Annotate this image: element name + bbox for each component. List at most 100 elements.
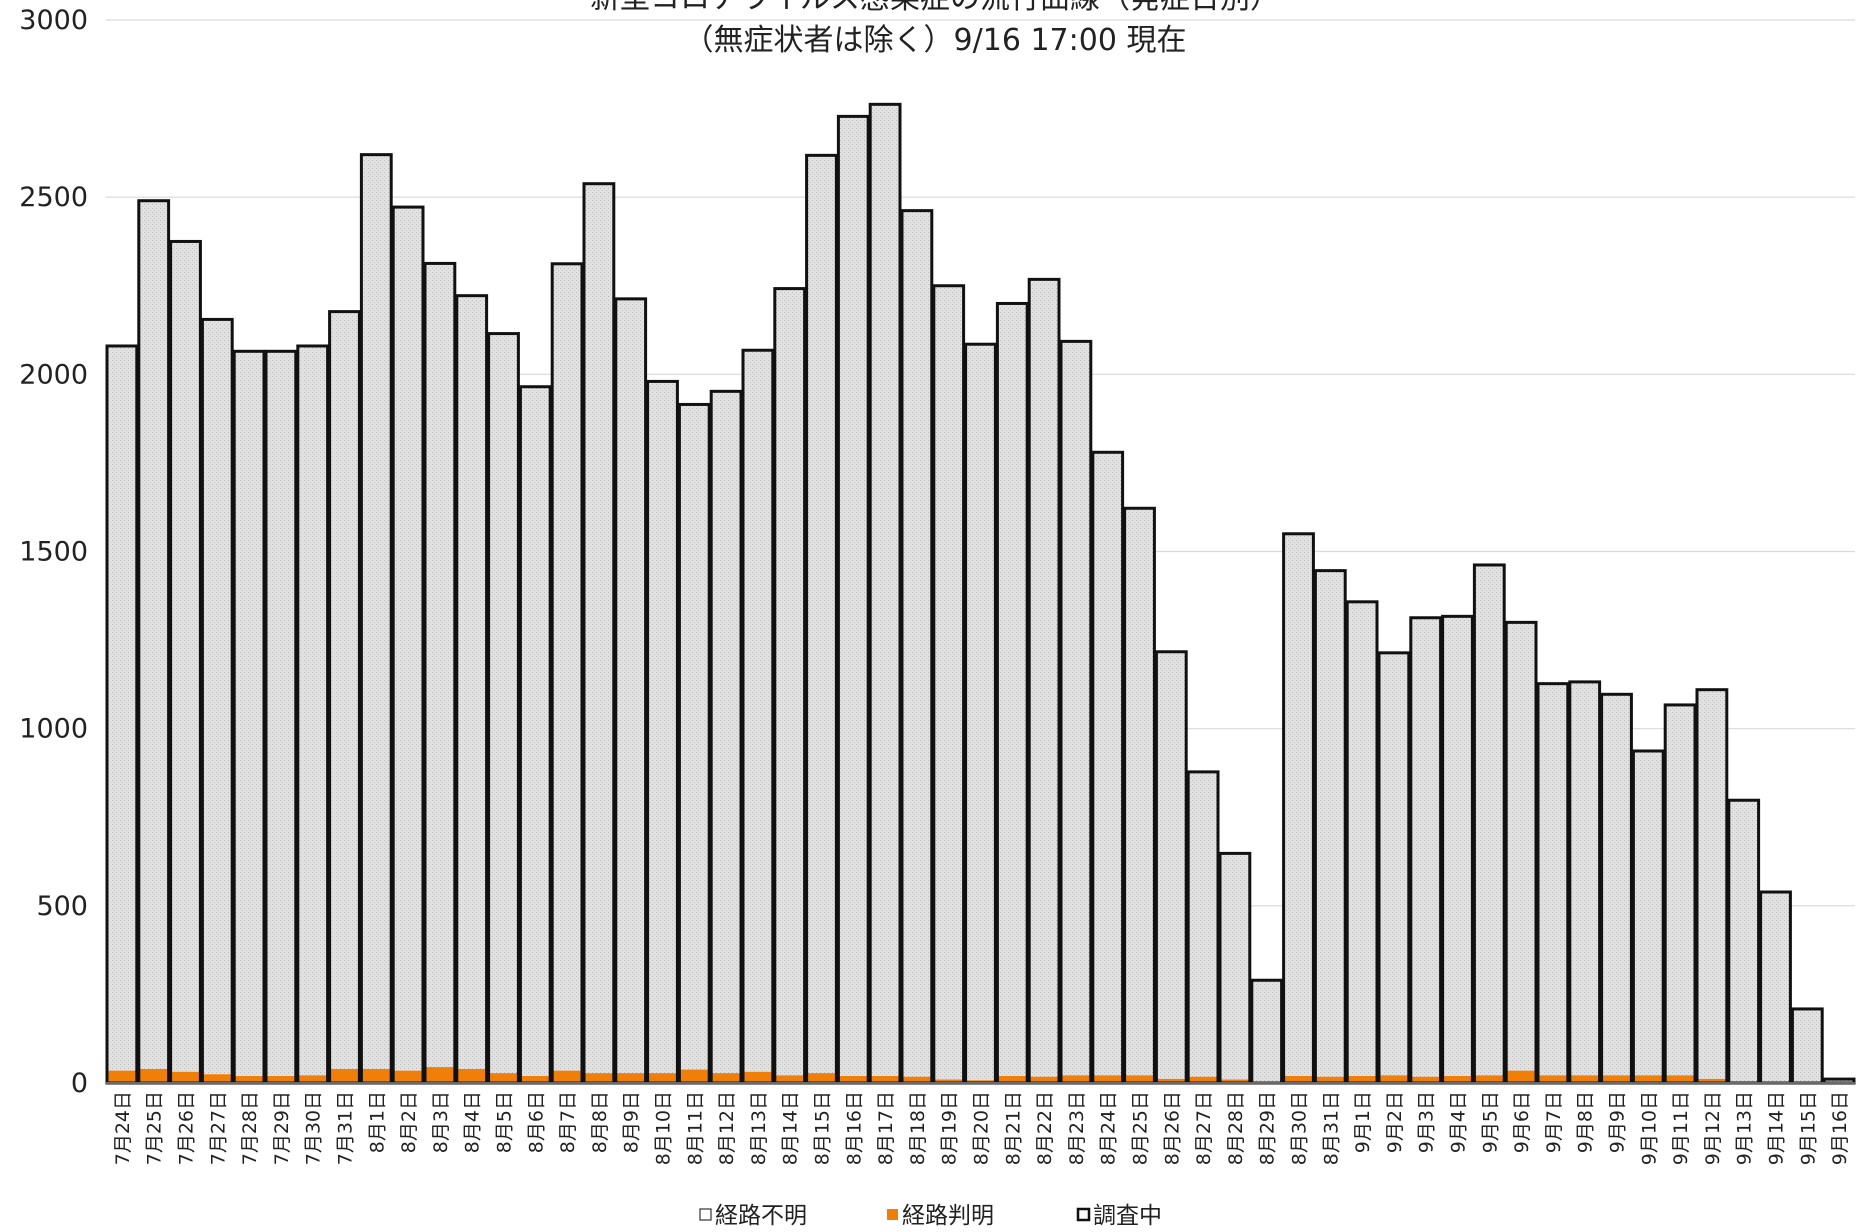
bar-route-known (1029, 1076, 1059, 1083)
x-tick-label: 8月13日 (748, 1091, 770, 1165)
bar-route-known (107, 1070, 137, 1083)
x-tick-label: 7月28日 (239, 1091, 261, 1165)
x-tick-label: 7月27日 (207, 1091, 229, 1165)
bar-route-known (1220, 1079, 1250, 1083)
x-tick-label: 7月30日 (303, 1091, 325, 1165)
bar-route-unknown (393, 207, 423, 1071)
bar-route-unknown (361, 154, 392, 1069)
y-tick-label: 0 (71, 1068, 88, 1099)
x-tick-label: 9月16日 (1829, 1091, 1851, 1165)
bar-route-unknown (1792, 1008, 1823, 1083)
bar-route-unknown (1156, 651, 1187, 1079)
bar-route-unknown (202, 319, 233, 1075)
bar-route-known (202, 1074, 233, 1083)
x-tick-label: 8月2日 (398, 1091, 420, 1153)
bar-route-known (1538, 1075, 1568, 1083)
legend-label: 調査中 (1093, 1203, 1162, 1229)
bar-route-known (456, 1068, 487, 1083)
bar-route-known (520, 1075, 551, 1083)
bar-route-known (488, 1073, 519, 1083)
x-tick-label: 8月18日 (907, 1091, 929, 1165)
bar-route-unknown (107, 345, 137, 1071)
bar-route-unknown (1728, 800, 1759, 1082)
bar-route-known (552, 1070, 582, 1083)
x-tick-label: 8月10日 (653, 1091, 675, 1165)
bar-route-unknown (965, 344, 996, 1081)
bar-route-known (615, 1073, 646, 1083)
y-tick-label: 1000 (19, 714, 88, 745)
x-tick-label: 8月22日 (1034, 1091, 1056, 1165)
x-tick-label: 9月3日 (1416, 1091, 1438, 1153)
bar-route-known (1283, 1075, 1314, 1083)
x-tick-label: 9月12日 (1702, 1091, 1724, 1165)
bar-route-known (1474, 1075, 1505, 1083)
bar-route-known (679, 1069, 710, 1083)
bar-route-unknown (1061, 341, 1091, 1076)
x-tick-label: 8月29日 (1257, 1091, 1279, 1165)
y-tick-label: 2000 (19, 359, 88, 390)
bar-route-known (297, 1075, 328, 1083)
bar-route-unknown (1379, 652, 1409, 1076)
bar-route-unknown (1824, 1079, 1854, 1083)
bar-route-known (266, 1075, 296, 1083)
x-tick-label: 8月11日 (684, 1091, 706, 1165)
bar-route-known (1156, 1078, 1187, 1083)
bar-route-known (647, 1073, 678, 1083)
bar-route-known (1442, 1075, 1473, 1083)
bar-route-unknown (1410, 617, 1441, 1077)
x-tick-label: 7月24日 (112, 1091, 134, 1165)
bar-route-unknown (170, 241, 201, 1072)
x-tick-label: 9月5日 (1479, 1091, 1501, 1153)
legend-swatch (1076, 1207, 1091, 1222)
x-axis-ticks: 7月24日 7月25日 7月26日 7月27日 7月28日 7月29日 7月30日 7月31日… (112, 1091, 1851, 1165)
bar-route-unknown (1601, 694, 1632, 1076)
bar-route-known (902, 1076, 932, 1083)
x-tick-label: 8月9日 (621, 1091, 643, 1153)
bar-route-unknown (1442, 616, 1473, 1076)
bar-route-known (170, 1071, 201, 1083)
bar-route-known (870, 1075, 900, 1083)
bar-route-known (1315, 1076, 1346, 1083)
bar-route-unknown (1188, 771, 1218, 1077)
x-tick-label: 8月17日 (875, 1091, 897, 1165)
bar-route-unknown (615, 298, 646, 1074)
bar-route-known (584, 1073, 614, 1083)
legend-label: 経路不明 (715, 1203, 807, 1229)
bar-route-unknown (711, 391, 741, 1074)
x-tick-label: 8月7日 (557, 1091, 579, 1153)
bar-route-unknown (870, 104, 900, 1076)
x-tick-label: 7月26日 (176, 1091, 198, 1165)
bar-route-unknown (297, 345, 328, 1076)
bars (105, 102, 1856, 1085)
x-tick-label: 8月24日 (1098, 1091, 1120, 1165)
legend: 経路不明 経路判明 調査中 (699, 1203, 1162, 1229)
bar-route-unknown (234, 351, 264, 1076)
bar-route-known (1188, 1076, 1218, 1083)
y-tick-label: 3000 (19, 5, 88, 36)
bar-route-unknown (1220, 853, 1250, 1080)
bar-route-known (1633, 1075, 1664, 1083)
bar-route-known (1347, 1075, 1377, 1083)
x-tick-label: 9月15日 (1797, 1091, 1819, 1165)
bar-route-unknown (933, 285, 964, 1080)
x-tick-label: 8月3日 (430, 1091, 452, 1153)
bar-route-unknown (1697, 689, 1727, 1079)
bar-route-known (806, 1073, 837, 1083)
x-tick-label: 9月9日 (1607, 1091, 1629, 1153)
x-tick-label: 8月5日 (494, 1091, 516, 1153)
bar-route-unknown (679, 404, 710, 1070)
y-tick-label: 500 (36, 891, 88, 922)
bar-route-unknown (1538, 683, 1568, 1076)
bar-route-unknown (425, 263, 455, 1068)
x-tick-label: 8月31日 (1320, 1091, 1342, 1165)
legend-swatch (699, 1208, 712, 1221)
x-tick-label: 9月7日 (1543, 1091, 1565, 1153)
x-tick-label: 8月16日 (843, 1091, 865, 1165)
bar-route-known (1569, 1075, 1600, 1083)
bar-route-known (361, 1068, 392, 1083)
x-tick-label: 7月25日 (144, 1091, 166, 1165)
bar-route-unknown (1633, 750, 1664, 1076)
x-tick-label: 9月6日 (1511, 1091, 1533, 1153)
x-tick-label: 8月1日 (366, 1091, 388, 1153)
bar-route-known (234, 1075, 264, 1083)
